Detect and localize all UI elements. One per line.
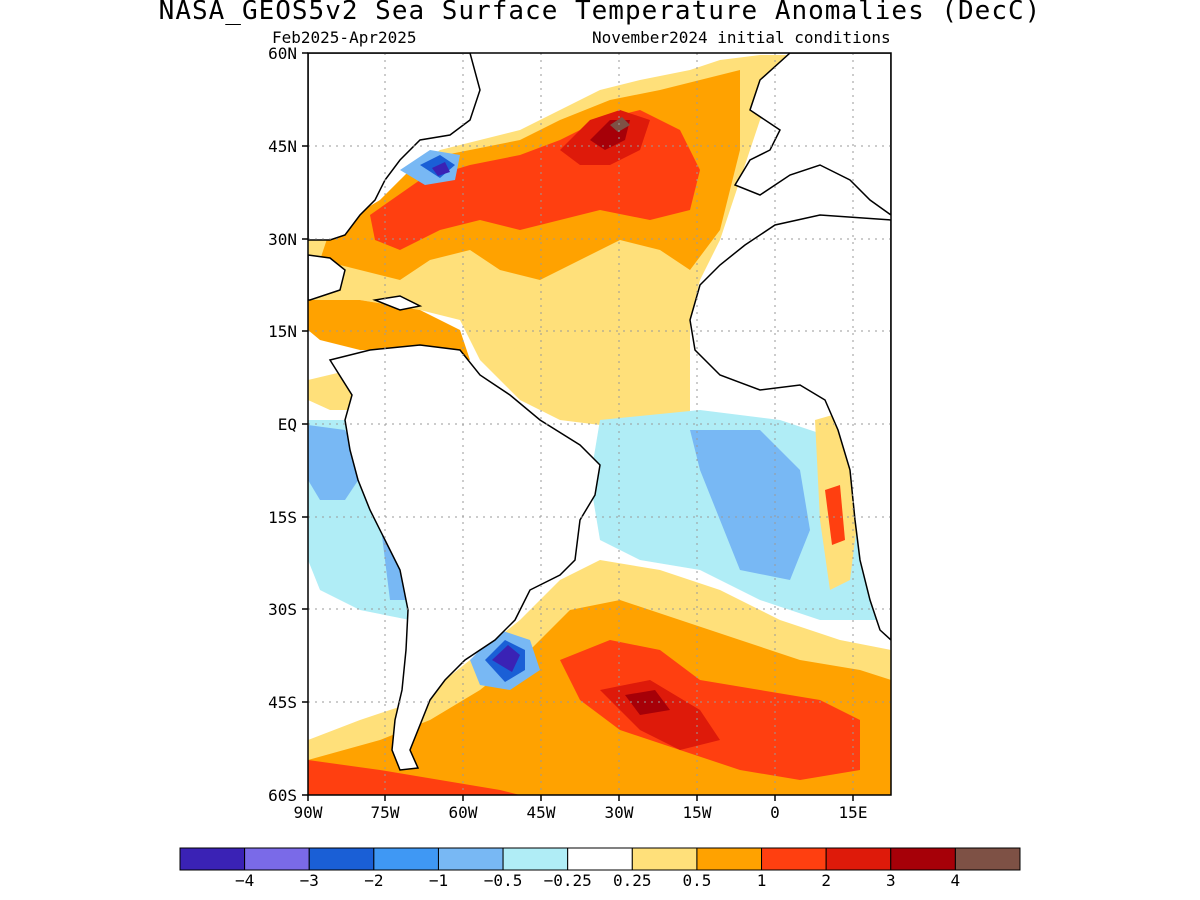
lat-label-45n: 45N <box>268 137 297 156</box>
lon-label-45w: 45W <box>526 803 556 822</box>
anomaly-field <box>308 53 891 795</box>
central-america-land <box>308 254 346 301</box>
colorbar-tick-label: 0.25 <box>613 871 652 890</box>
lon-label-90w: 90W <box>293 803 323 822</box>
lon-label-15e: 15E <box>838 803 868 822</box>
colorbar-tick-label: 2 <box>821 871 831 890</box>
axis-ticks <box>302 52 854 801</box>
colorbar-tick-label: −2 <box>364 871 384 890</box>
lon-label-75w: 75W <box>370 803 400 822</box>
lat-label-15n: 15N <box>268 322 297 341</box>
lat-label-15s: 15S <box>268 508 297 527</box>
initial-conditions: November2024 initial conditions <box>592 28 891 47</box>
map-title: NASA_GEOS5v2 Sea Surface Temperature Ano… <box>158 0 1042 26</box>
lon-label-60w: 60W <box>448 803 478 822</box>
lat-label-60n: 60N <box>268 44 297 63</box>
lon-label-0: 0 <box>770 803 780 822</box>
africa-land <box>689 214 891 642</box>
colorbar-tick-label: 3 <box>885 871 896 890</box>
colorbar-tick-label: 1 <box>756 871 767 890</box>
colorbar-tick-label: −1 <box>428 871 449 890</box>
europe-land <box>733 53 891 216</box>
forecast-period: Feb2025-Apr2025 <box>272 28 417 47</box>
lat-label-30n: 30N <box>268 230 297 249</box>
lat-label-30s: 30S <box>268 600 297 619</box>
lon-label-30w: 30W <box>604 803 634 822</box>
lat-label-eq: EQ <box>277 415 297 434</box>
colorbar-tick-label: 0.5 <box>682 871 712 890</box>
lat-label-60s: 60S <box>268 786 297 805</box>
colorbar-tick-label: −0.25 <box>543 871 592 890</box>
colorbar-tick-label: −4 <box>234 871 255 890</box>
colorbar-tick-label: 4 <box>950 871 961 890</box>
caribbean-islands <box>372 295 423 311</box>
lat-label-45s: 45S <box>268 693 297 712</box>
colorbar-tick-label: −0.5 <box>483 871 523 890</box>
colorbar-tick-label: −3 <box>299 871 319 890</box>
south-america-land <box>328 344 601 771</box>
lon-label-15w: 15W <box>682 803 712 822</box>
graticule <box>308 53 891 795</box>
